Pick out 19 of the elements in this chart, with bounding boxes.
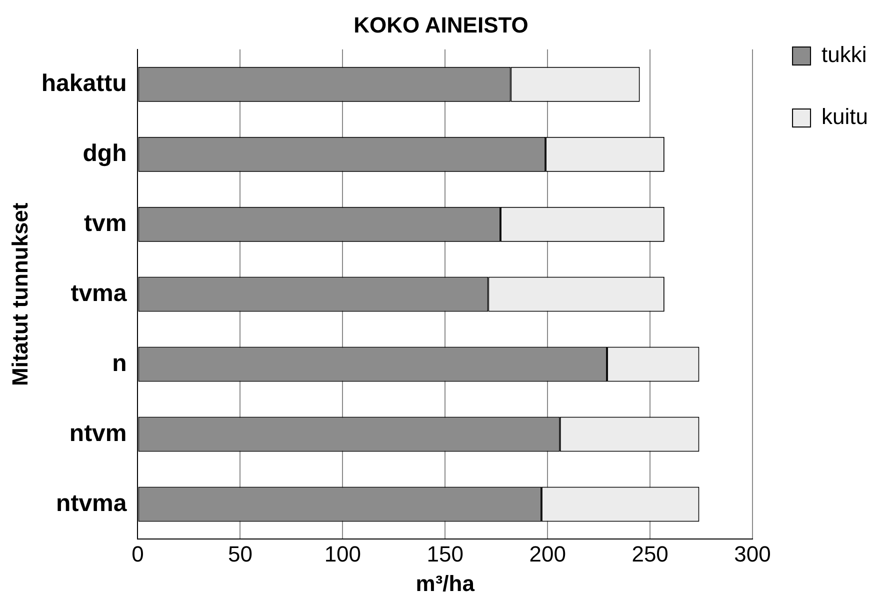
y-tick-label: hakattu bbox=[41, 70, 127, 98]
chart-title: KOKO AINEISTO bbox=[354, 12, 528, 38]
x-tick-label: 100 bbox=[324, 541, 362, 566]
y-tick-label: ntvma bbox=[56, 490, 128, 517]
y-tick-label: n bbox=[112, 350, 127, 377]
x-tick-label: 150 bbox=[426, 541, 464, 566]
legend-label: tukki bbox=[822, 42, 867, 68]
x-tick-label: 0 bbox=[132, 541, 144, 566]
legend-label: kuitu bbox=[822, 104, 868, 130]
y-tick-label: tvm bbox=[84, 210, 127, 237]
x-axis-title: m³/ha bbox=[416, 570, 476, 596]
y-axis-title: Mitatut tunnukset bbox=[7, 202, 32, 386]
x-tick-label: 250 bbox=[632, 541, 668, 566]
y-tick-label: tvma bbox=[70, 280, 128, 307]
x-tick-label: 50 bbox=[228, 541, 252, 566]
y-tick-label: ntvm bbox=[69, 420, 127, 447]
x-tick-label: 200 bbox=[529, 541, 566, 566]
y-tick-label: dgh bbox=[82, 140, 127, 167]
x-tick-label: 300 bbox=[734, 541, 771, 566]
